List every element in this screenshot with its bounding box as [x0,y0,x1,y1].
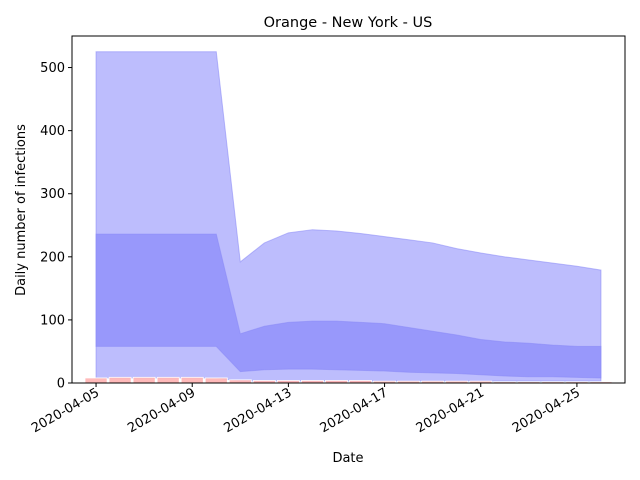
observed-bar [132,376,156,384]
plot-area [84,51,613,384]
observed-bar [108,376,132,384]
y-tick-label: 0 [57,377,65,392]
y-tick-label: 200 [40,250,65,265]
y-axis: 0 100 200 300 400 500 [40,61,72,392]
y-axis-label: Daily number of infections [14,124,29,296]
y-tick-label: 400 [40,124,65,139]
observed-bar [180,376,204,384]
observed-bar [84,377,108,384]
inner-band-area [95,233,602,379]
x-axis-label: Date [332,451,363,466]
plot-frame [71,35,626,384]
observed-bar [156,376,180,384]
observed-bar [204,377,228,384]
y-tick-label: 500 [40,61,65,76]
y-tick-label: 100 [40,313,65,328]
chart-title: Orange - New York - US [264,15,433,31]
y-tick-label: 300 [40,187,65,202]
